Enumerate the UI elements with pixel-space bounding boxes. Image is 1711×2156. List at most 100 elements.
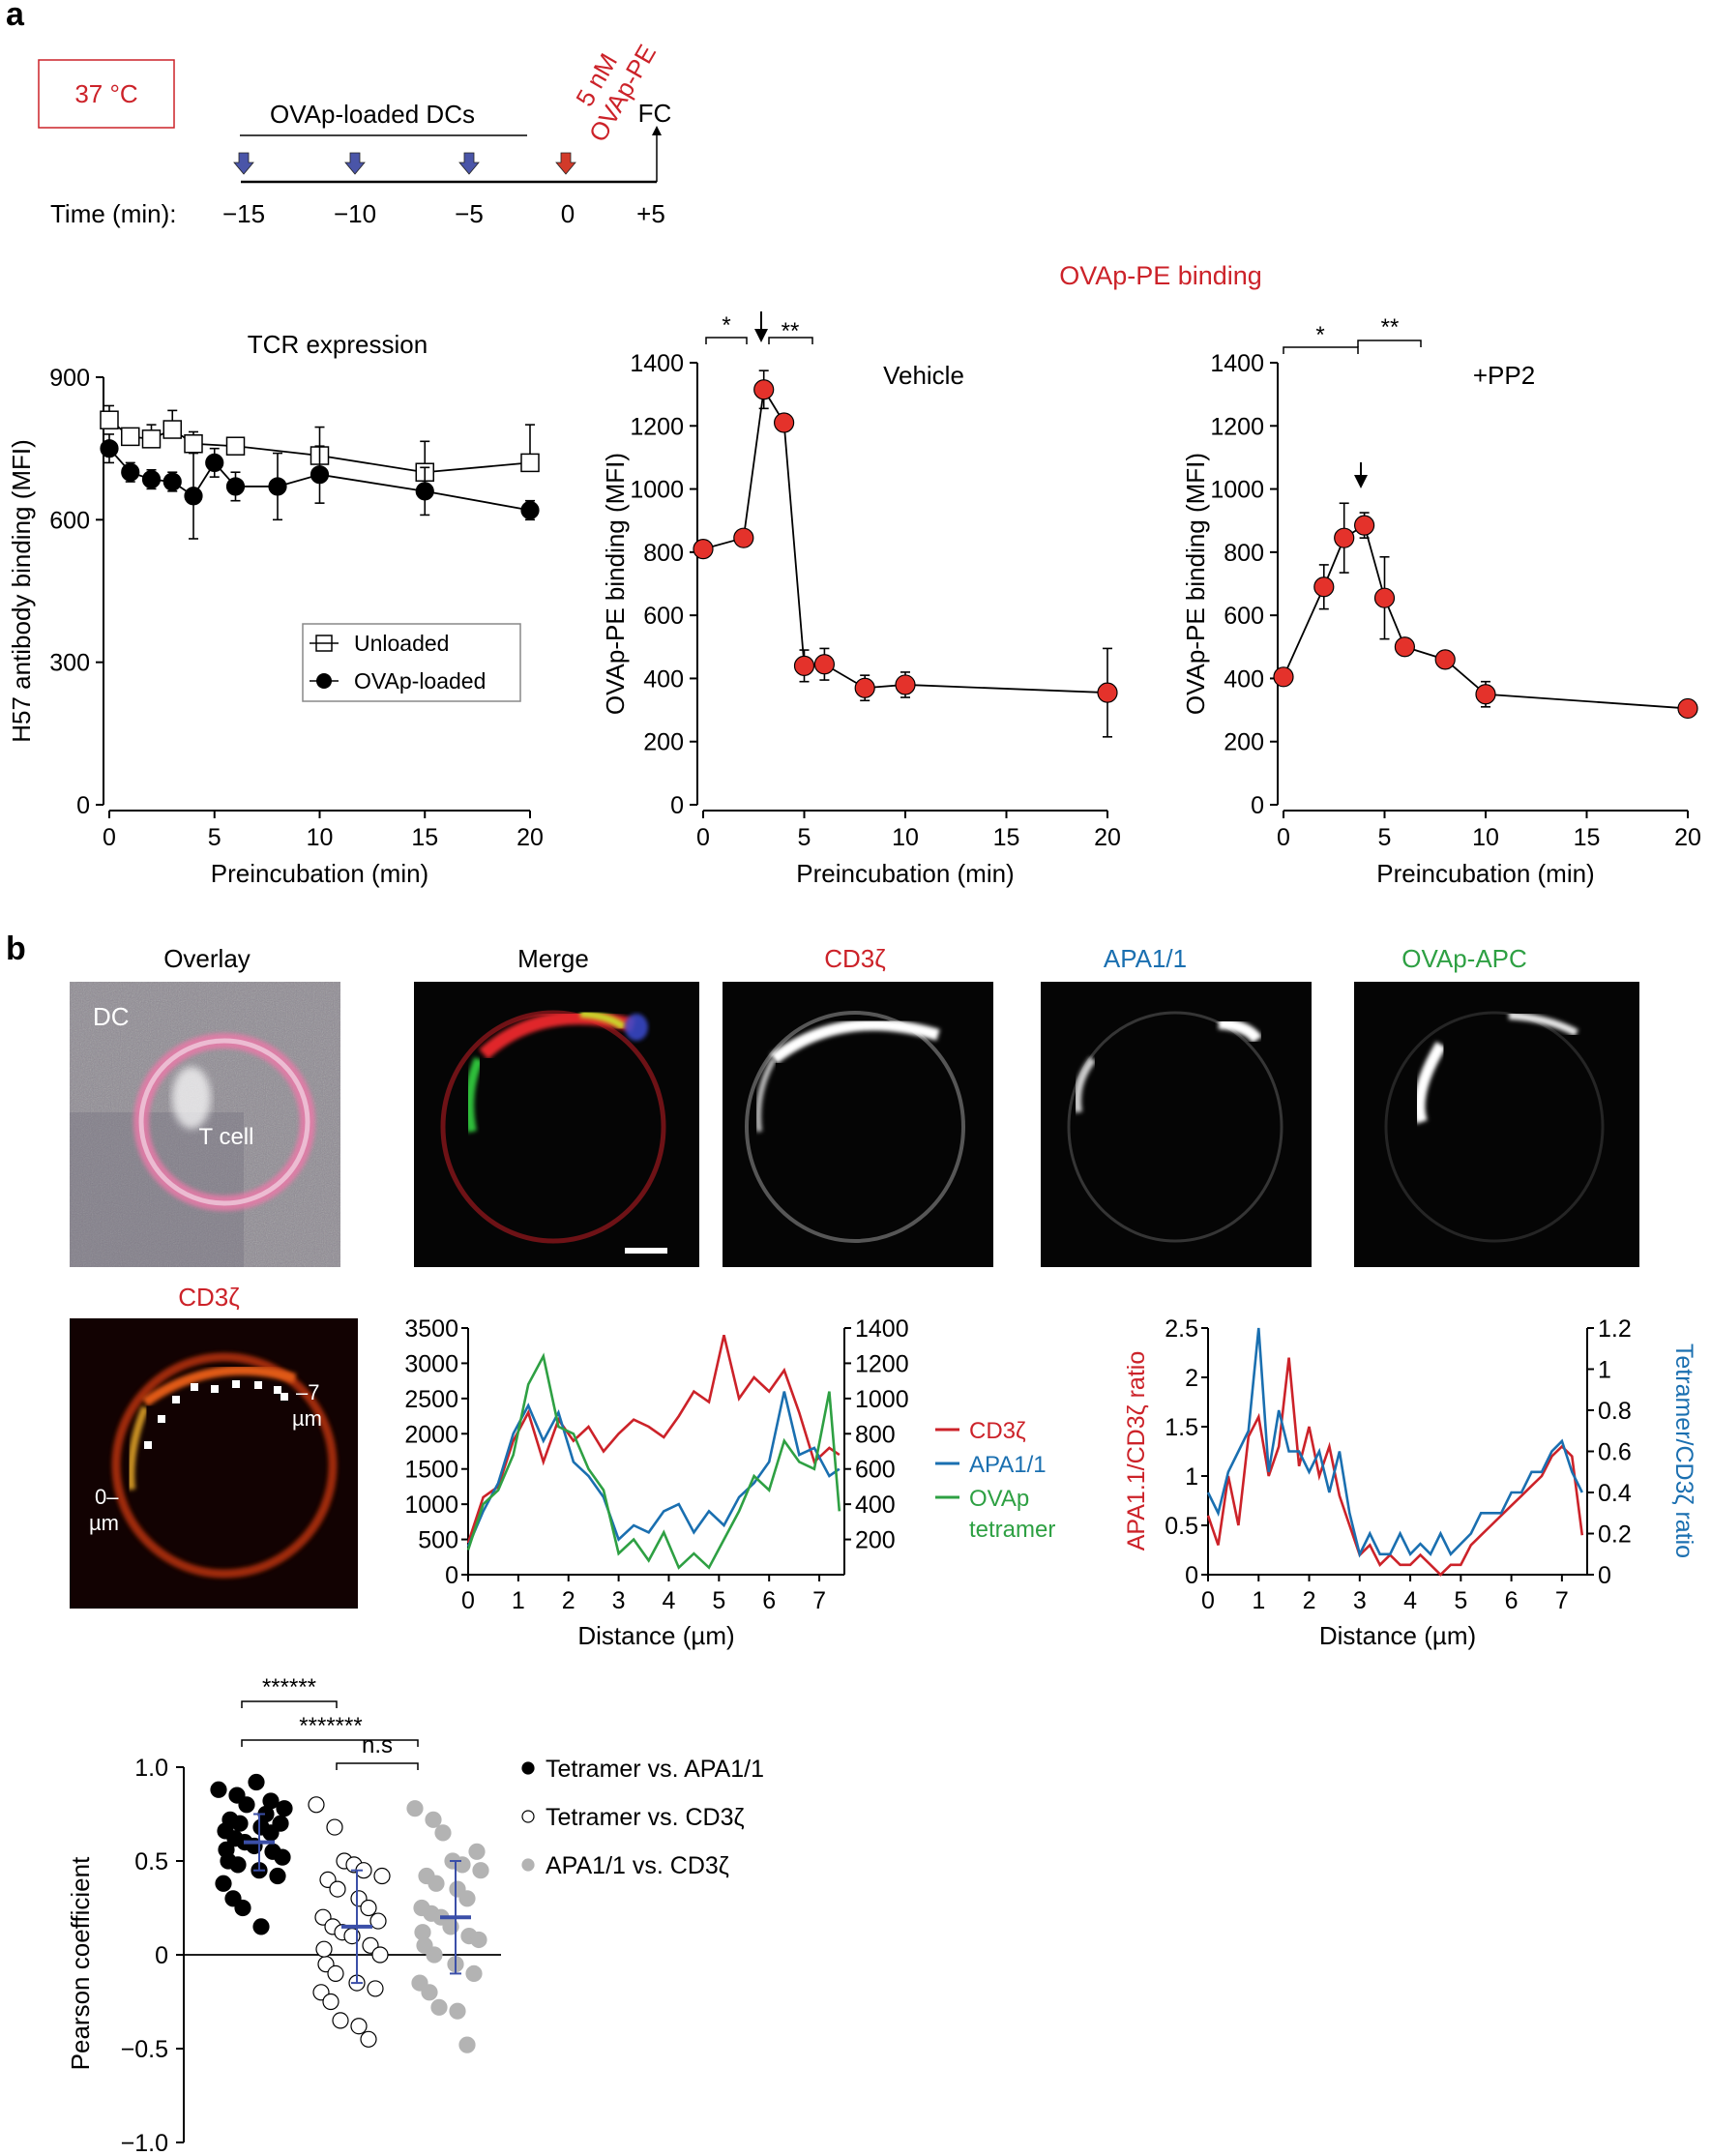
data-point: [693, 538, 714, 560]
y-tick-label: 800: [1224, 540, 1264, 567]
time-label: Time (min):: [50, 199, 176, 228]
time-tick: 0: [561, 199, 575, 228]
scatter-point: [425, 1811, 442, 1828]
x-axis-label: Distance (µm): [1319, 1621, 1476, 1650]
series-line: [466, 1352, 841, 1570]
scatter-point: [332, 2012, 349, 2029]
legend-label: OVAp: [969, 1486, 1029, 1512]
scatter-point: [360, 2030, 377, 2048]
y-tick-label: 2.5: [1165, 1315, 1198, 1343]
down-arrow-icon: [754, 329, 768, 342]
scatter-point: [406, 1800, 424, 1817]
data-point: [162, 472, 182, 491]
scatter-point: [434, 1824, 452, 1842]
x-tick-label: 0: [103, 824, 116, 851]
data-point: [1097, 682, 1118, 703]
y-tick-label: 200: [643, 729, 684, 756]
data-point: [520, 500, 540, 520]
pe-label: 5 nM OVAp-PE: [570, 40, 662, 147]
scatter-point: [327, 1964, 344, 1983]
red-down-arrow-icon: [555, 152, 576, 175]
sig-bracket: [1283, 346, 1359, 354]
scatter-point: [421, 1984, 438, 2001]
legend-label: APA1/1: [969, 1452, 1047, 1478]
merge-title: Merge: [517, 944, 589, 973]
data-point: [1434, 649, 1456, 670]
y-axis-label: H57 antibody binding (MFI): [7, 439, 36, 743]
y-tick-label-right: 400: [855, 1491, 896, 1519]
scatter-point: [458, 1890, 476, 1907]
down-arrow-icon: [233, 152, 254, 175]
series-line: [466, 1391, 841, 1548]
temp-box: [38, 59, 175, 129]
y-tick-label: 0.5: [134, 1848, 168, 1875]
um0-unit: µm: [89, 1511, 119, 1535]
x-tick-label: 2: [1303, 1587, 1316, 1614]
profile-point: [254, 1381, 262, 1389]
scatter-point: [369, 1912, 387, 1930]
legend-marker: [521, 1761, 535, 1775]
ovap-image: [1354, 982, 1639, 1267]
y-tick-label: 400: [1224, 665, 1264, 693]
cd3-small-title: CD3ζ: [178, 1283, 239, 1312]
data-point: [1353, 515, 1375, 536]
scatter-point: [426, 1946, 443, 1964]
y-tick-label: 2: [1185, 1365, 1198, 1392]
data-point: [268, 477, 287, 496]
legend-marker: [521, 1810, 535, 1823]
data-point: [520, 453, 540, 473]
y-tick-label: 200: [1224, 729, 1264, 756]
scatter-point: [470, 1931, 487, 1949]
scatter-point: [210, 1781, 227, 1798]
y-tick-label-right: 600: [855, 1457, 896, 1484]
scatter-point: [215, 1875, 232, 1892]
data-point: [225, 436, 246, 456]
sig-bracket: [241, 1739, 419, 1747]
y-tick-label: 1: [1185, 1463, 1198, 1491]
scatter-point: [276, 1800, 293, 1817]
sig-bracket: [705, 337, 748, 344]
sig-bracket: [1357, 340, 1422, 347]
x-tick-label: 5: [1378, 824, 1392, 851]
y-axis-label: OVAp-PE binding (MFI): [1181, 453, 1210, 715]
y-tick-label: 0.5: [1165, 1513, 1198, 1540]
scatter-point: [468, 1843, 486, 1860]
series-line: [466, 1334, 841, 1544]
y-tick-label: 1.0: [134, 1755, 168, 1782]
y-tick-label-right: 1000: [855, 1386, 909, 1413]
y-tick-label: 1200: [630, 413, 684, 440]
scatter-point: [252, 1918, 270, 1935]
y-tick-label: 500: [418, 1527, 458, 1554]
scatter-point: [350, 2018, 368, 2035]
x-tick-label: 1: [1252, 1587, 1265, 1614]
y-tick-label: 0: [1185, 1562, 1198, 1589]
scatter-point: [449, 2002, 466, 2020]
sig-label: **: [782, 318, 800, 344]
scatter-point: [454, 1856, 471, 1874]
ovap-title: OVAp-APC: [1401, 944, 1527, 973]
x-tick-label: 15: [993, 824, 1020, 851]
data-point: [753, 379, 775, 400]
um7-unit: µm: [292, 1406, 322, 1431]
overlay-title: Overlay: [163, 944, 251, 973]
y-tick-label-right: 0: [1598, 1562, 1611, 1589]
pp2-chart: 0 200 400 600 800 1000 1200 1400 0 5 10 15 20 Preincu…: [1181, 314, 1701, 888]
temp-label: 37 °C: [74, 79, 137, 108]
scatter-point: [269, 1867, 286, 1885]
x-tick-label: 3: [612, 1587, 626, 1614]
y-tick-label: 3000: [404, 1350, 458, 1377]
y-tick-label: 900: [49, 365, 90, 392]
data-point: [793, 655, 815, 676]
scatter-point: [326, 1818, 343, 1836]
ratio-chart: 0 0.5 1 1.5 2 2.5 0 0.2 0.4 0.6 0.8 1 1.2 0 1 2 3 4 5 6 7 Dis…: [1123, 1315, 1697, 1650]
data-point: [1475, 684, 1496, 705]
overlay-image: DC T cell: [70, 982, 340, 1267]
y-tick-label: 800: [643, 540, 684, 567]
legend-label: APA1/1 vs. CD3ζ: [546, 1852, 729, 1879]
scatter-point: [308, 1796, 325, 1814]
profile-point: [232, 1380, 240, 1388]
x-tick-label: 20: [516, 824, 544, 851]
sig-label: n.s: [362, 1732, 393, 1758]
data-point: [184, 434, 203, 454]
